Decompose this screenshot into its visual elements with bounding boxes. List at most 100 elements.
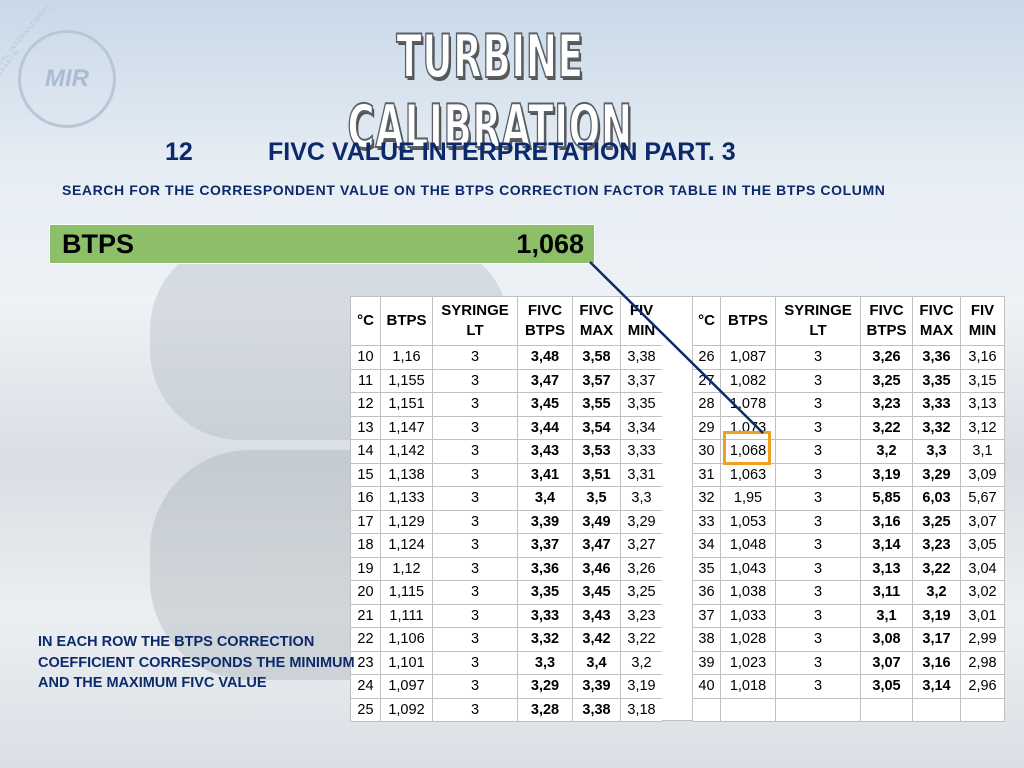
table-row: 12 1,151 3 3,45 3,55 3,35 xyxy=(350,392,663,417)
table-cell: 11 xyxy=(350,368,381,393)
table-cell: 3,36 xyxy=(517,556,573,581)
table-cell: 16 xyxy=(350,486,381,511)
table-cell: 3,15 xyxy=(960,368,1005,393)
table-cell: 3,16 xyxy=(960,345,1005,370)
table-cell: 3 xyxy=(775,392,861,417)
header-cell: SYRINGE LT xyxy=(432,296,518,346)
table-cell: 3 xyxy=(432,439,518,464)
table-cell: 3 xyxy=(775,509,861,534)
table-cell: 3,42 xyxy=(572,627,621,652)
table-cell: 3,45 xyxy=(517,392,573,417)
table-cell: 3,01 xyxy=(960,603,1005,628)
table-cell: 3,37 xyxy=(517,533,573,558)
table-cell: 3,14 xyxy=(860,533,913,558)
table-cell: 1,129 xyxy=(380,509,433,534)
table-cell: 3,04 xyxy=(960,556,1005,581)
table-cell: 28 xyxy=(692,392,721,417)
table-cell: 1,068 xyxy=(720,439,776,464)
table-cell: 3,31 xyxy=(620,462,663,487)
table-row: 29 1,073 3 3,22 3,32 3,12 xyxy=(692,415,1005,440)
table-cell: 3,39 xyxy=(517,509,573,534)
empty-cell xyxy=(775,697,861,722)
table-cell: 1,151 xyxy=(380,392,433,417)
table-cell: 3 xyxy=(775,486,861,511)
table-cell: 3 xyxy=(432,345,518,370)
btps-table-right: °C BTPS SYRINGE LT FIVC BTPS FIVC MAX FIV MIN… xyxy=(692,296,1005,722)
table-cell: 3,23 xyxy=(912,533,961,558)
table-cell: 3,1 xyxy=(960,439,1005,464)
table-row: 11 1,155 3 3,47 3,57 3,37 xyxy=(350,368,663,393)
table-row: 24 1,097 3 3,29 3,39 3,19 xyxy=(350,674,663,699)
table-cell: 1,028 xyxy=(720,627,776,652)
table-cell: 3,29 xyxy=(620,509,663,534)
header-cell: BTPS xyxy=(720,296,776,346)
table-cell: 25 xyxy=(350,697,381,722)
table-cell: 3 xyxy=(432,486,518,511)
table-cell: 3 xyxy=(775,650,861,675)
table-cell: 1,078 xyxy=(720,392,776,417)
connector-line xyxy=(589,261,764,434)
header-cell: SYRINGE LT xyxy=(775,296,861,346)
table-cell: 3,2 xyxy=(620,650,663,675)
heading-number: 12 xyxy=(165,138,193,166)
table-row: 34 1,048 3 3,14 3,23 3,05 xyxy=(692,533,1005,558)
header-cell: FIVC BTPS xyxy=(860,296,913,346)
table-cell: 23 xyxy=(350,650,381,675)
table-row: 10 1,16 3 3,48 3,58 3,38 xyxy=(350,345,663,370)
table-cell: 20 xyxy=(350,580,381,605)
table-cell: 27 xyxy=(692,368,721,393)
table-cell: 3,35 xyxy=(620,392,663,417)
table-row: 23 1,101 3 3,3 3,4 3,2 xyxy=(350,650,663,675)
table-cell: 3,4 xyxy=(517,486,573,511)
table-cell: 3,16 xyxy=(860,509,913,534)
table-cell: 3,35 xyxy=(912,368,961,393)
table-cell: 1,142 xyxy=(380,439,433,464)
table-row: 38 1,028 3 3,08 3,17 2,99 xyxy=(692,627,1005,652)
table-cell: 3,33 xyxy=(517,603,573,628)
btps-value: 1,068 xyxy=(516,229,584,259)
table-cell: 3 xyxy=(432,697,518,722)
table-cell: 3 xyxy=(432,368,518,393)
table-cell: 3,32 xyxy=(912,415,961,440)
table-row: 20 1,115 3 3,35 3,45 3,25 xyxy=(350,580,663,605)
table-cell: 3,51 xyxy=(572,462,621,487)
table-cell: 5,67 xyxy=(960,486,1005,511)
table-cell: 21 xyxy=(350,603,381,628)
header-row: °C BTPS SYRINGE LT FIVC BTPS FIVC MAX FIV MIN xyxy=(692,296,1005,346)
table-cell: 1,053 xyxy=(720,509,776,534)
logo: MIR xyxy=(18,30,116,128)
table-row: 31 1,063 3 3,19 3,29 3,09 xyxy=(692,462,1005,487)
highlight-box xyxy=(723,431,771,465)
table-cell: 3,28 xyxy=(517,697,573,722)
table-row: 36 1,038 3 3,11 3,2 3,02 xyxy=(692,580,1005,605)
table-cell: 3,53 xyxy=(572,439,621,464)
table-cell: 3,44 xyxy=(517,415,573,440)
table-cell: 3,54 xyxy=(572,415,621,440)
table-cell: 3,36 xyxy=(912,345,961,370)
table-cell: 1,087 xyxy=(720,345,776,370)
table-cell: 3 xyxy=(432,533,518,558)
empty-cell xyxy=(720,697,776,722)
table-cell: 3,38 xyxy=(620,345,663,370)
btps-table-left: °C BTPS SYRINGE LT FIVC BTPS FIVC MAX FIV MIN… xyxy=(350,296,663,722)
table-cell: 3,5 xyxy=(572,486,621,511)
table-cell: 30 xyxy=(692,439,721,464)
header-row: °C BTPS SYRINGE LT FIVC BTPS FIVC MAX FIV MIN xyxy=(350,296,663,346)
table-cell: 1,95 xyxy=(720,486,776,511)
table-cell: 1,124 xyxy=(380,533,433,558)
table-cell: 3 xyxy=(432,415,518,440)
btps-label: BTPS xyxy=(62,229,135,259)
table-cell: 3,55 xyxy=(572,392,621,417)
table-cell: 3,48 xyxy=(517,345,573,370)
table-cell: 3,26 xyxy=(620,556,663,581)
table-cell: 3,43 xyxy=(517,439,573,464)
table-row: 21 1,111 3 3,33 3,43 3,23 xyxy=(350,603,663,628)
table-cell: 3,37 xyxy=(620,368,663,393)
table-cell: 14 xyxy=(350,439,381,464)
table-cell: 3,29 xyxy=(517,674,573,699)
table-row: 32 1,95 3 5,85 6,03 5,67 xyxy=(692,486,1005,511)
table-cell: 3,45 xyxy=(572,580,621,605)
header-cell: FIV MIN xyxy=(960,296,1005,346)
table-cell: 1,115 xyxy=(380,580,433,605)
header-cell: FIVC BTPS xyxy=(517,296,573,346)
